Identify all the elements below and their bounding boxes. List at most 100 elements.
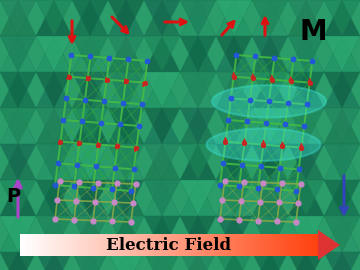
Polygon shape [288, 72, 324, 108]
Polygon shape [180, 180, 216, 216]
Bar [152, 234, 155, 256]
Bar [298, 234, 301, 256]
Bar [241, 234, 244, 256]
Bar [239, 234, 242, 256]
Bar [159, 234, 162, 256]
Bar [97, 234, 100, 256]
Polygon shape [180, 144, 216, 180]
Bar [211, 234, 215, 256]
Bar [291, 234, 294, 256]
Bar [82, 234, 85, 256]
Polygon shape [216, 108, 252, 144]
Polygon shape [324, 72, 360, 108]
Polygon shape [0, 108, 36, 144]
Polygon shape [288, 144, 324, 180]
Polygon shape [288, 0, 324, 36]
Bar [273, 234, 276, 256]
Bar [80, 234, 83, 256]
Polygon shape [36, 36, 72, 72]
Polygon shape [144, 72, 180, 108]
Bar [266, 234, 269, 256]
Polygon shape [288, 36, 324, 72]
Polygon shape [0, 252, 36, 270]
Bar [315, 234, 319, 256]
Polygon shape [72, 36, 108, 72]
Polygon shape [318, 230, 340, 260]
Polygon shape [180, 0, 216, 36]
Polygon shape [216, 36, 252, 72]
Bar [167, 234, 170, 256]
Polygon shape [180, 108, 216, 144]
Bar [189, 234, 192, 256]
Polygon shape [180, 216, 216, 252]
Bar [192, 234, 195, 256]
Polygon shape [144, 180, 180, 216]
Bar [65, 234, 68, 256]
Bar [57, 234, 60, 256]
Polygon shape [324, 180, 360, 216]
Polygon shape [108, 216, 144, 252]
Bar [226, 234, 229, 256]
Polygon shape [324, 108, 360, 144]
Bar [157, 234, 160, 256]
Polygon shape [324, 36, 360, 72]
Polygon shape [36, 216, 72, 252]
Polygon shape [108, 144, 144, 180]
Polygon shape [108, 72, 144, 108]
Bar [70, 234, 73, 256]
Polygon shape [0, 180, 36, 216]
Polygon shape [0, 216, 36, 252]
Polygon shape [252, 180, 288, 216]
Bar [231, 234, 234, 256]
Bar [301, 234, 304, 256]
Bar [199, 234, 202, 256]
Bar [176, 234, 180, 256]
Polygon shape [36, 108, 72, 144]
Polygon shape [180, 144, 216, 180]
Polygon shape [252, 72, 288, 108]
Polygon shape [252, 216, 288, 252]
Bar [256, 234, 259, 256]
Polygon shape [144, 252, 180, 270]
Polygon shape [72, 252, 108, 270]
Bar [194, 234, 197, 256]
Polygon shape [288, 36, 324, 72]
Ellipse shape [207, 129, 320, 161]
Bar [271, 234, 274, 256]
Polygon shape [144, 108, 180, 144]
Bar [85, 234, 88, 256]
Polygon shape [144, 0, 180, 36]
Polygon shape [144, 216, 180, 252]
Polygon shape [324, 144, 360, 180]
Text: M: M [300, 18, 328, 46]
Polygon shape [0, 36, 36, 72]
Polygon shape [36, 216, 72, 252]
Bar [286, 234, 289, 256]
Polygon shape [108, 180, 144, 216]
Bar [92, 234, 95, 256]
Polygon shape [216, 216, 252, 252]
Bar [281, 234, 284, 256]
Bar [149, 234, 152, 256]
Polygon shape [324, 216, 360, 252]
Polygon shape [252, 144, 288, 180]
Polygon shape [288, 72, 324, 108]
Polygon shape [0, 72, 36, 108]
Bar [288, 234, 292, 256]
Polygon shape [216, 72, 252, 108]
Ellipse shape [212, 85, 326, 117]
Bar [258, 234, 262, 256]
Polygon shape [216, 144, 252, 180]
Polygon shape [288, 180, 324, 216]
Bar [261, 234, 264, 256]
Bar [77, 234, 80, 256]
Bar [112, 234, 115, 256]
Bar [201, 234, 204, 256]
Polygon shape [36, 36, 72, 72]
Bar [264, 234, 267, 256]
Polygon shape [0, 144, 36, 180]
Polygon shape [108, 72, 144, 108]
Polygon shape [216, 144, 252, 180]
Polygon shape [108, 108, 144, 144]
Polygon shape [72, 180, 108, 216]
